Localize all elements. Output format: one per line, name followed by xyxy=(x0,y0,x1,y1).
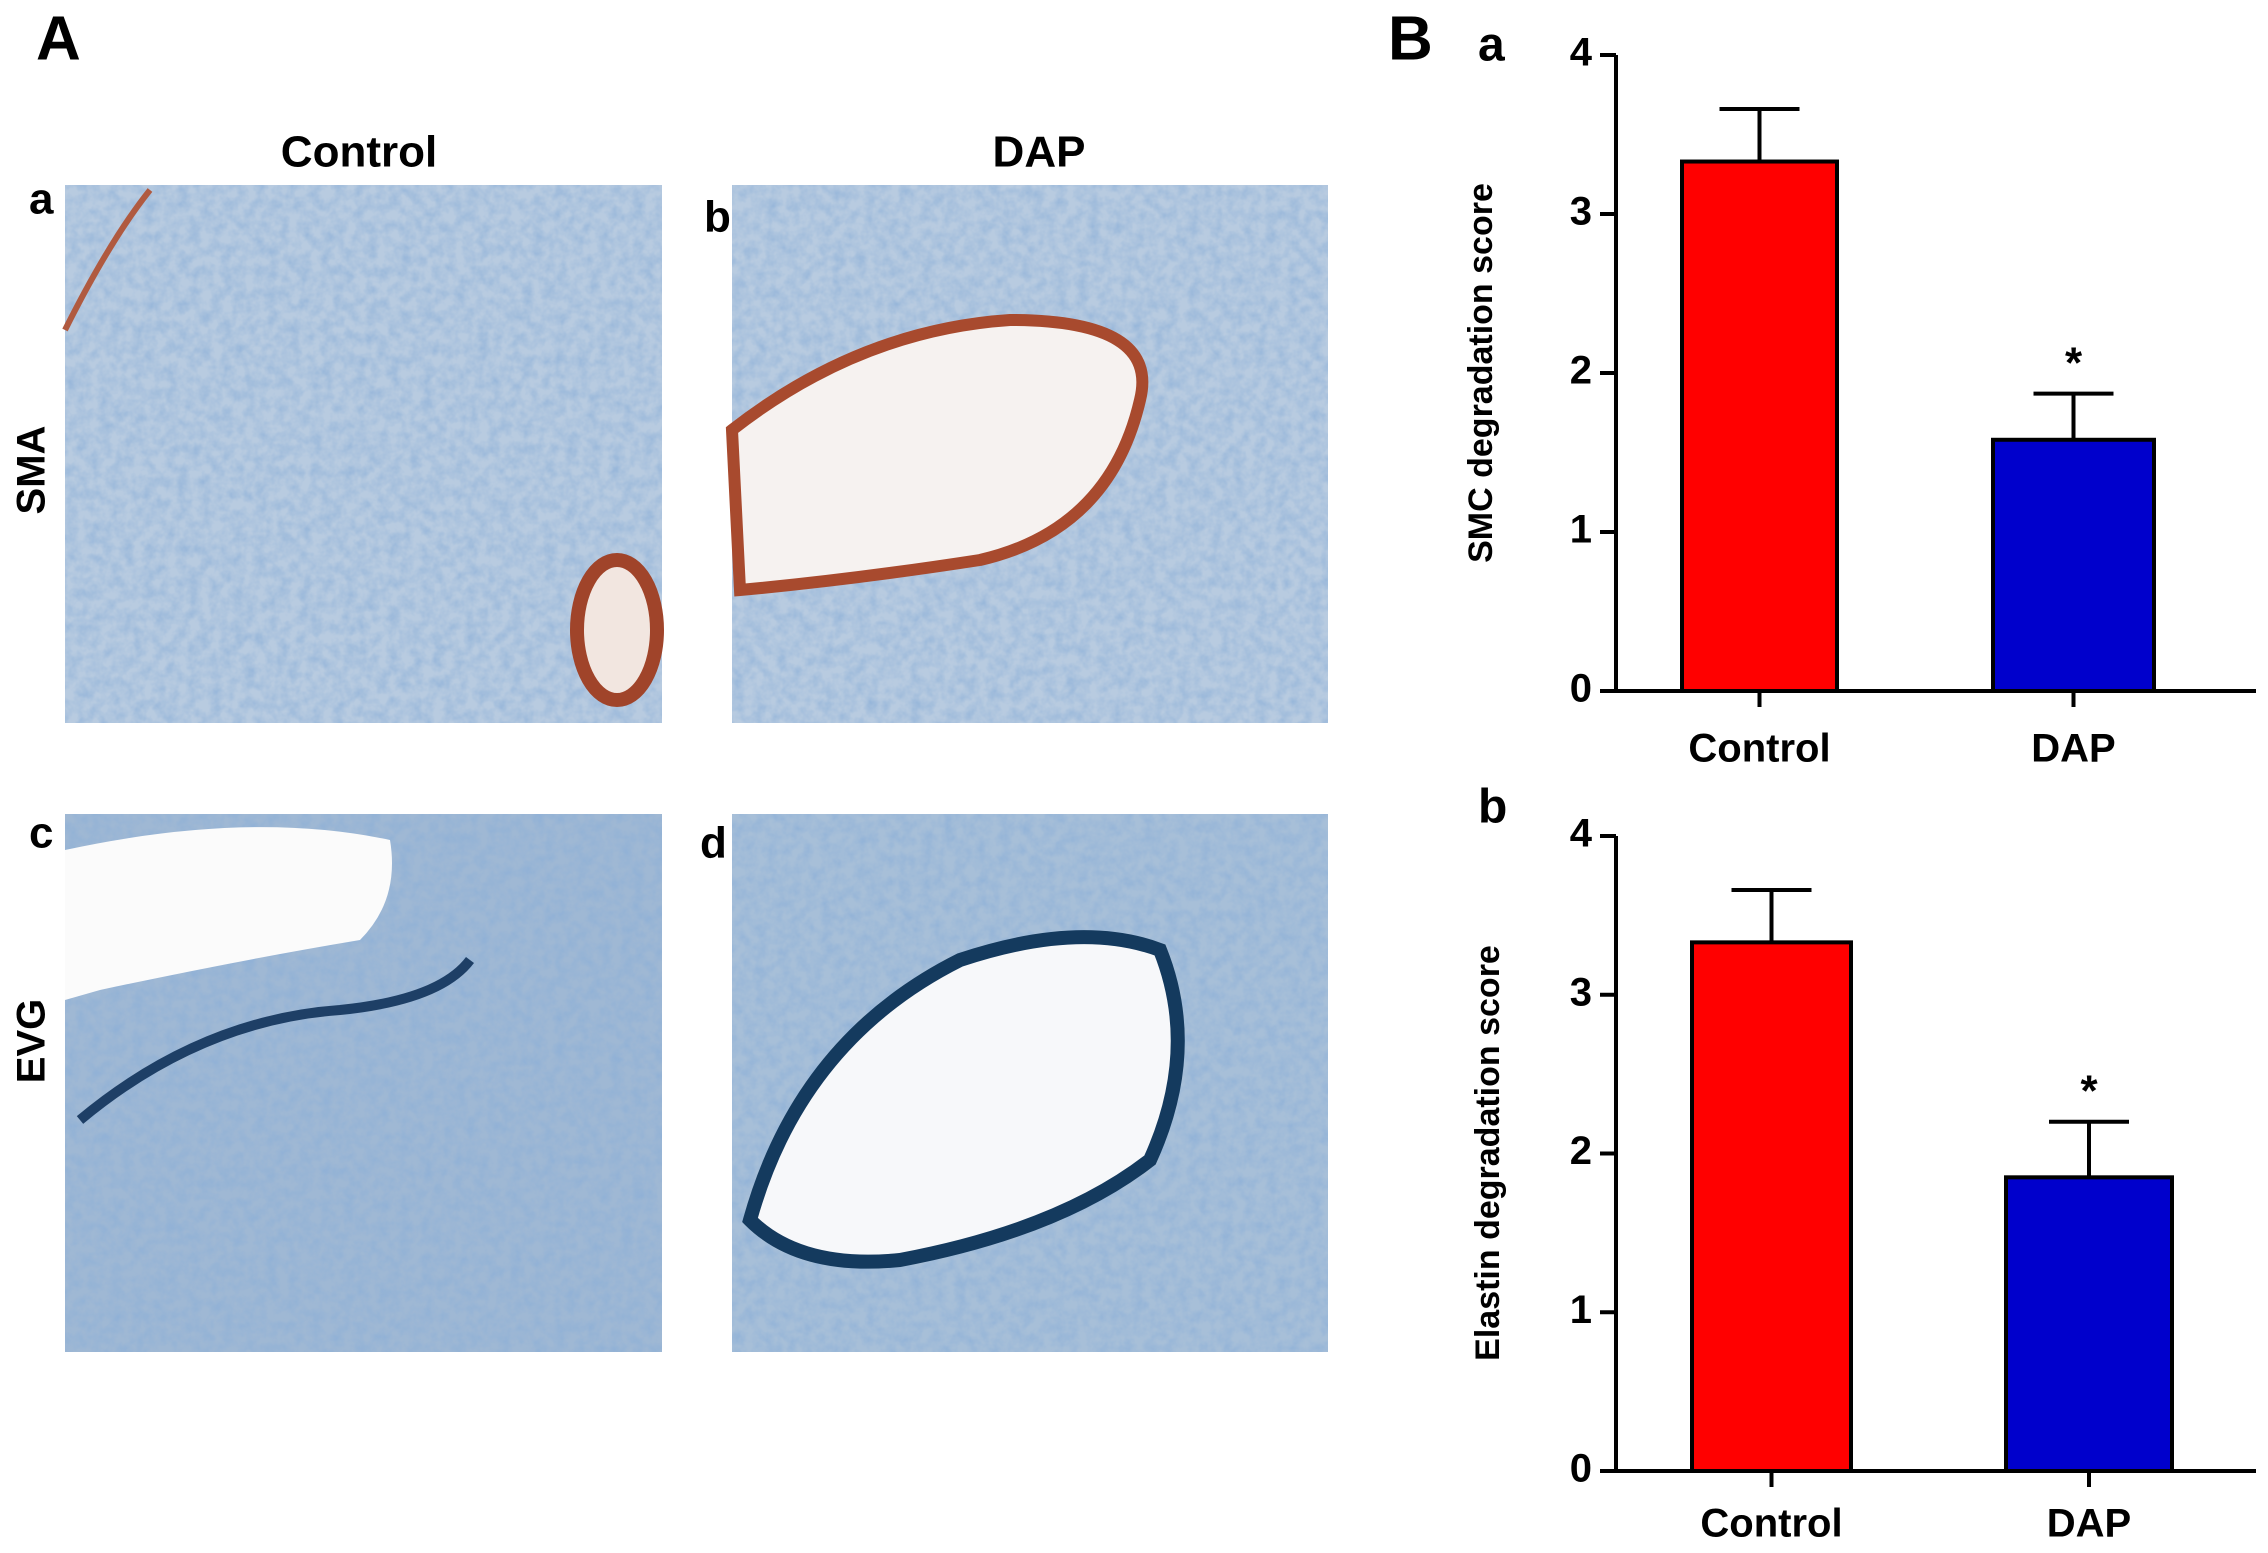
image-label: b xyxy=(704,193,731,242)
bar xyxy=(2004,1175,2174,1473)
image-label: a xyxy=(29,175,54,224)
y-tick-label: 0 xyxy=(1570,1447,1592,1491)
bar xyxy=(1690,940,1853,1473)
y-tick-label: 2 xyxy=(1570,349,1592,393)
significance-marker: * xyxy=(2080,1066,2098,1115)
y-axis-title: SMC degradation score xyxy=(1462,183,1500,563)
x-tick-label: DAP xyxy=(2047,1502,2131,1546)
chart-panel-label: b xyxy=(1478,781,1507,834)
y-tick-label: 2 xyxy=(1570,1129,1592,1173)
micrograph xyxy=(65,814,662,1352)
panel-label: A xyxy=(36,4,81,73)
row-label: EVG xyxy=(10,999,54,1083)
micrograph xyxy=(725,185,1328,723)
micrograph xyxy=(62,185,664,723)
bar xyxy=(1991,437,2156,693)
micrograph xyxy=(732,814,1328,1352)
image-label: d xyxy=(700,819,727,868)
x-tick-label: DAP xyxy=(2031,727,2115,771)
significance-marker: * xyxy=(2065,338,2083,387)
chart-panel-label: a xyxy=(1478,19,1505,72)
y-tick-label: 3 xyxy=(1570,970,1592,1014)
y-tick-label: 3 xyxy=(1570,190,1592,234)
y-tick-label: 4 xyxy=(1570,812,1593,856)
y-tick-label: 1 xyxy=(1570,508,1592,552)
y-tick-label: 1 xyxy=(1570,1288,1592,1332)
column-label: Control xyxy=(281,128,437,177)
image-label: c xyxy=(29,809,53,858)
y-axis-title: Elastin degradation score xyxy=(1469,945,1507,1361)
y-tick-label: 4 xyxy=(1570,31,1593,75)
column-label: DAP xyxy=(993,128,1086,177)
bar xyxy=(1680,159,1839,693)
row-label: SMA xyxy=(10,426,54,515)
x-tick-label: Control xyxy=(1700,1502,1842,1546)
x-tick-label: Control xyxy=(1688,727,1830,771)
panel-label: B xyxy=(1388,4,1433,73)
y-tick-label: 0 xyxy=(1570,667,1592,711)
